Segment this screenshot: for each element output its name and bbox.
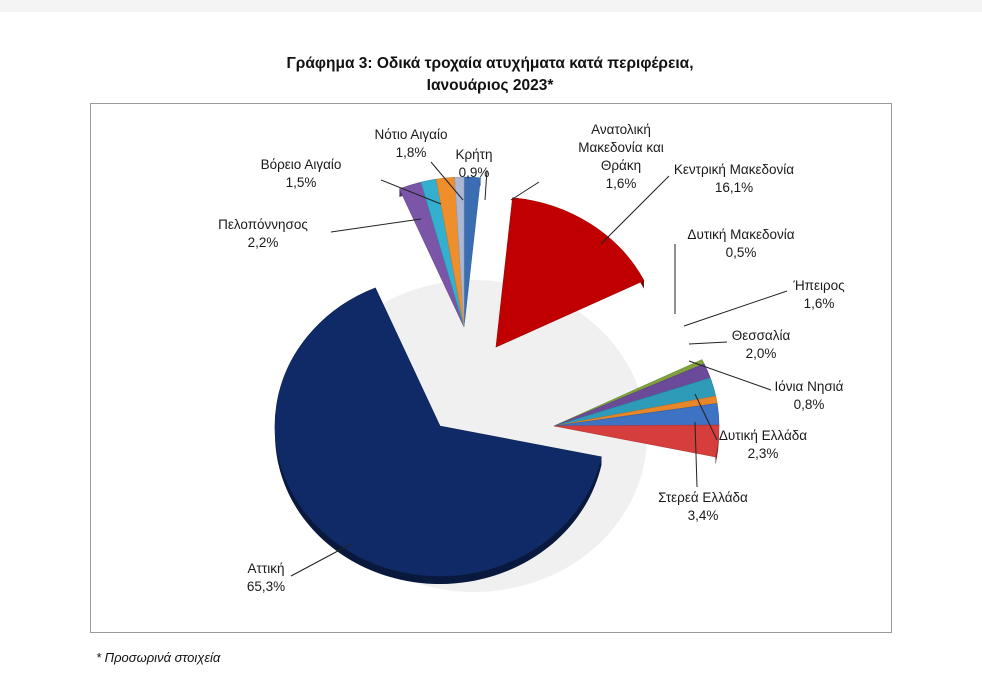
leader-line <box>484 169 488 201</box>
pie-slice-side <box>715 425 720 465</box>
top-bar <box>0 0 982 12</box>
slice-name: Ανατολική <box>591 122 651 137</box>
slice-name: Ήπειρος <box>792 278 845 293</box>
slice-value: 65,3% <box>247 579 285 594</box>
slice-value: 2,2% <box>248 235 279 250</box>
slice-name: Μακεδονία και <box>578 140 664 155</box>
slice-name: Στερεά Ελλάδα <box>658 490 748 505</box>
slice-value: 0,5% <box>726 245 757 260</box>
leader-line <box>290 543 352 577</box>
leader-line <box>330 218 422 233</box>
slice-label: Αττική 65,3% <box>247 561 285 594</box>
slice-label: Θεσσαλία 2,0% <box>732 328 791 361</box>
slice-label: Ήπειρος 1,6% <box>792 278 845 311</box>
slice-label: Ιόνια Νησιά 0,8% <box>775 379 844 412</box>
slice-label: Ανατολική Μακεδονία και Θράκη 1,6% <box>578 122 664 191</box>
slice-name: Κεντρική Μακεδονία <box>674 162 794 177</box>
slice-label: Κρήτη 0,9% <box>455 147 492 180</box>
slice-label: Κεντρική Μακεδονία 16,1% <box>674 162 794 195</box>
slice-name: Δυτική Μακεδονία <box>687 227 794 242</box>
slice-value: 1,6% <box>606 176 637 191</box>
slice-label: Βόρειο Αιγαίο 1,5% <box>261 157 342 190</box>
leader-line <box>380 179 442 205</box>
slice-value: 2,0% <box>746 346 777 361</box>
pie-slice <box>454 176 465 328</box>
slice-label: Στερεά Ελλάδα 3,4% <box>658 490 748 523</box>
leader-line <box>688 360 772 391</box>
pie-chart: Ανατολική Μακεδονία και Θράκη 1,6% Κεντρική … <box>218 122 845 594</box>
slice-name: Ιόνια Νησιά <box>775 379 844 394</box>
slice-name: Βόρειο Αιγαίο <box>261 157 342 172</box>
slice-name: Δυτική Ελλάδα <box>719 428 807 443</box>
slice-label: Δυτική Μακεδονία 0,5% <box>687 227 794 260</box>
chart-title-line-2: Ιανουάριος 2023* <box>426 77 554 94</box>
slice-value: 1,6% <box>804 296 835 311</box>
slice-name: Θράκη <box>601 158 641 173</box>
slice-value: 16,1% <box>715 180 753 195</box>
leader-line <box>510 181 540 201</box>
slice-name: Κρήτη <box>455 147 492 162</box>
slice-label: Πελοπόννησος 2,2% <box>218 217 308 250</box>
pie-slice <box>495 197 645 348</box>
slice-name: Πελοπόννησος <box>218 217 308 232</box>
chart-area: Ανατολική Μακεδονία και Θράκη 1,6% Κεντρική … <box>90 103 892 633</box>
slice-label: Νότιο Αιγαίο 1,8% <box>375 127 448 160</box>
slice-value: 1,5% <box>286 175 317 190</box>
pie-slice <box>274 287 602 577</box>
footnote: * Προσωρινά στοιχεία <box>96 650 221 665</box>
pie-slice <box>553 424 720 458</box>
slice-value: 0,8% <box>794 397 825 412</box>
leader-line <box>688 341 728 345</box>
leader-line <box>694 393 718 441</box>
chart-title-line-1: Γράφημα 3: Οδικά τροχαία ατυχήματα κατά … <box>286 55 694 72</box>
leader-line <box>600 175 670 245</box>
slice-value: 0,9% <box>459 165 490 180</box>
leader-line <box>430 161 464 201</box>
leader-line <box>683 290 788 327</box>
slice-label: Δυτική Ελλάδα 2,3% <box>719 428 807 461</box>
slice-name: Θεσσαλία <box>732 328 791 343</box>
slice-name: Αττική <box>248 561 285 576</box>
leader-line <box>694 421 698 488</box>
chart-title: Γράφημα 3: Οδικά τροχαία ατυχήματα κατά … <box>190 53 790 97</box>
slice-value: 3,4% <box>688 508 719 523</box>
slice-value: 2,3% <box>748 446 779 461</box>
slice-value: 1,8% <box>396 145 427 160</box>
slice-name: Νότιο Αιγαίο <box>375 127 448 142</box>
